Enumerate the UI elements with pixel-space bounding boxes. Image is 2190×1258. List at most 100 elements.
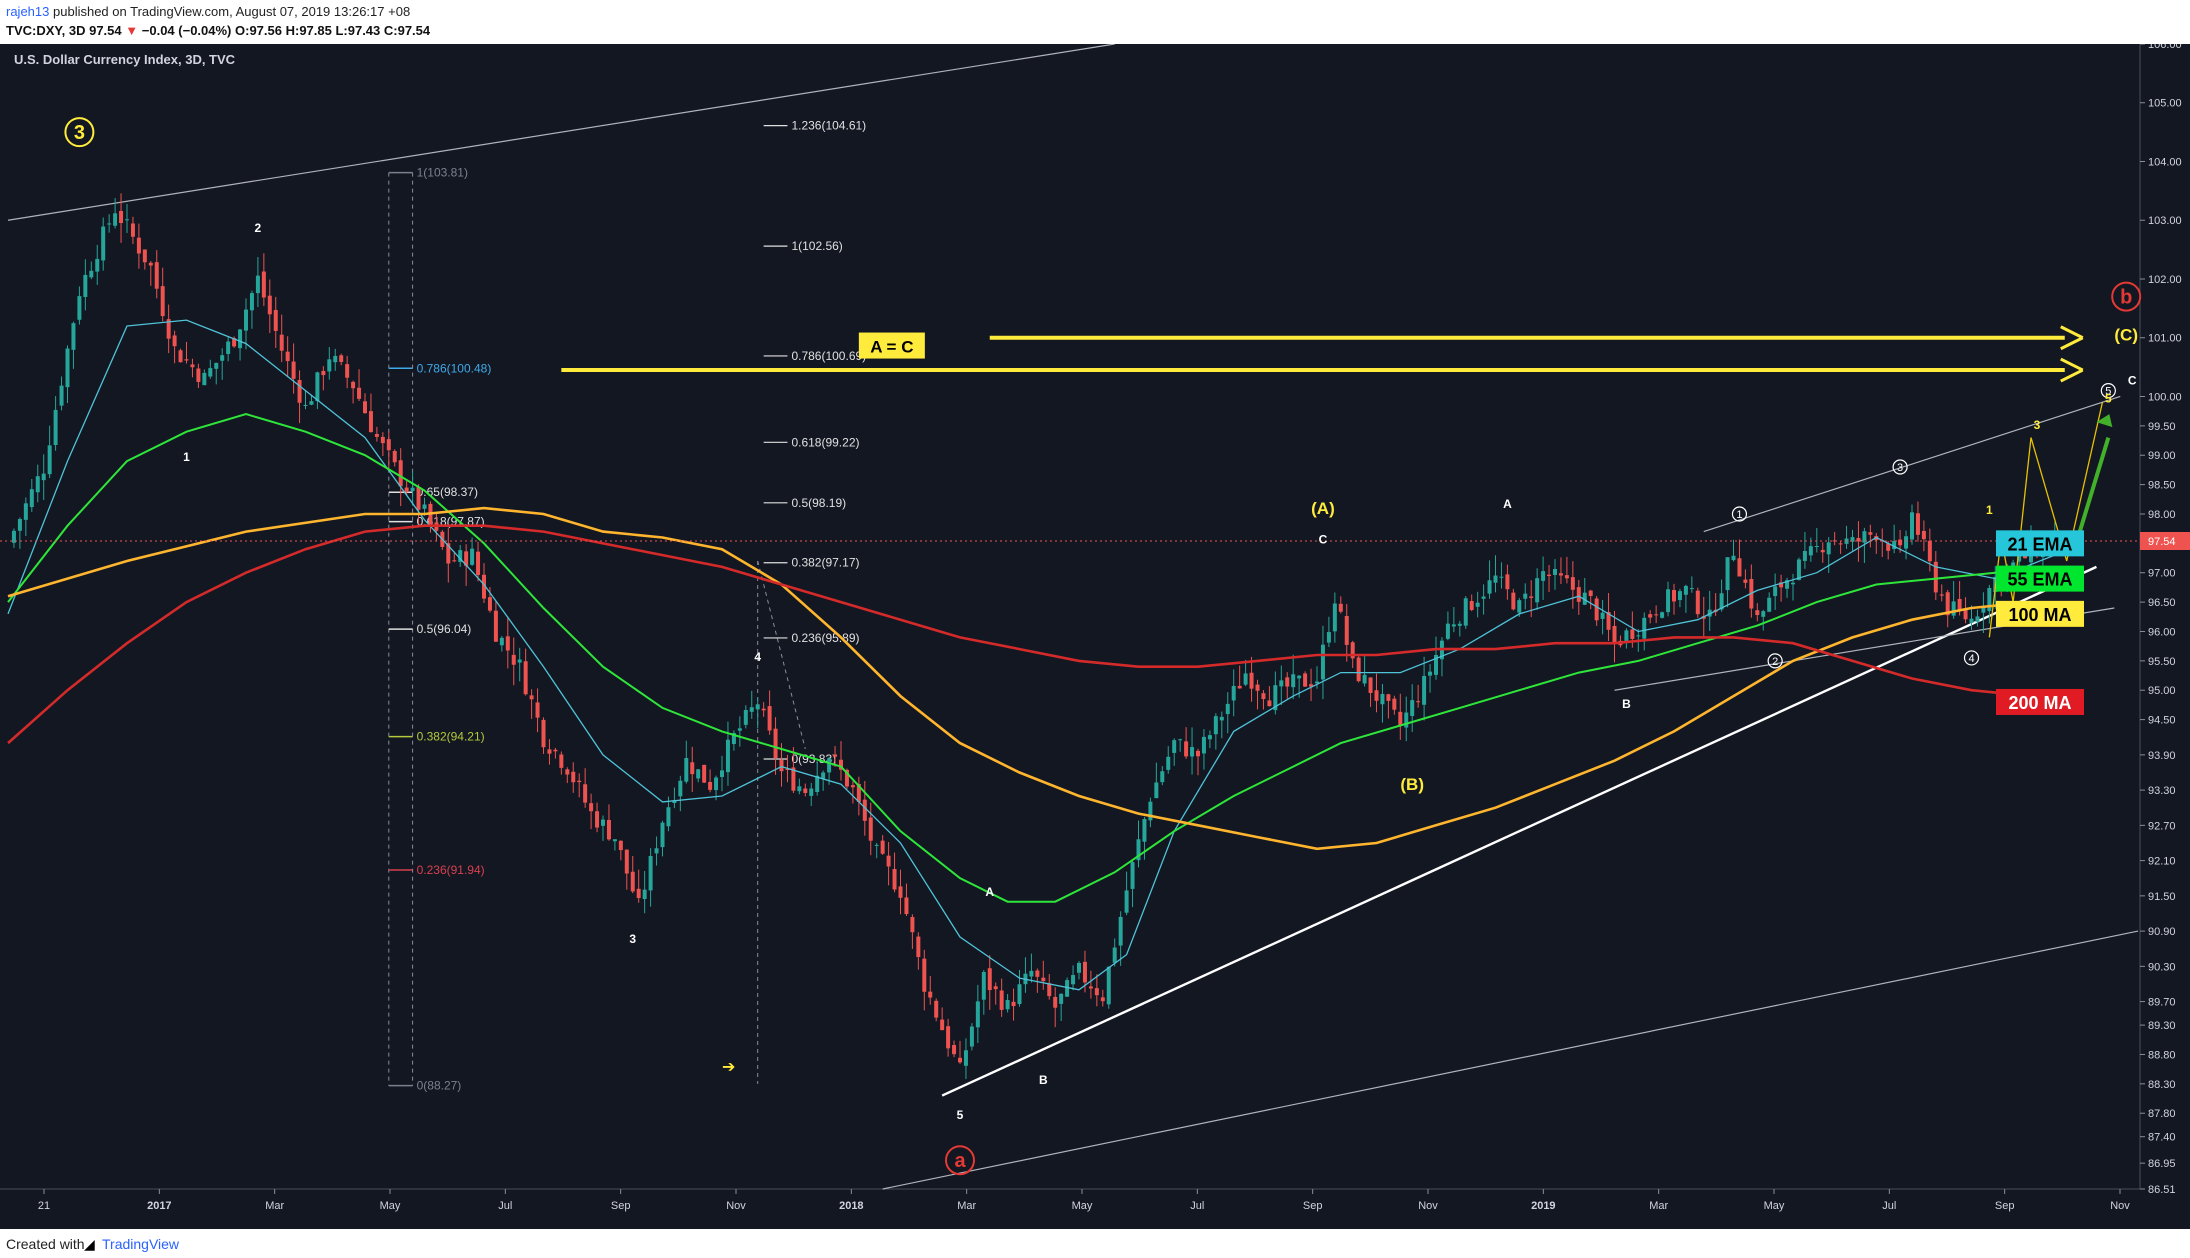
candle-body [1315, 681, 1319, 684]
candle-body [1743, 579, 1748, 583]
candle-body [571, 771, 576, 783]
candle-body [1082, 961, 1087, 983]
ohlc-values: O:97.56 H:97.85 L:97.43 C:97.54 [235, 23, 431, 38]
candle-body [226, 341, 231, 354]
candle-body [1969, 618, 1974, 623]
last-price-label: 97.54 [2148, 536, 2176, 548]
candle-body [1755, 610, 1760, 616]
candle-body [1065, 980, 1070, 997]
candle-body [886, 855, 891, 867]
legend-box [1996, 530, 2084, 557]
candle-body [1719, 593, 1724, 610]
candle-body [666, 807, 671, 827]
candle-body [1261, 693, 1266, 700]
candle-body [1862, 531, 1867, 543]
candle-body [785, 769, 790, 771]
candle-body [1963, 609, 1968, 620]
fib-level-label: 0.382(94.21) [417, 730, 485, 744]
candle-body [1320, 644, 1325, 680]
candle-body [1190, 747, 1195, 757]
candle-body [827, 758, 832, 773]
candle-body [184, 359, 189, 361]
price-tick-label: 88.30 [2148, 1079, 2176, 1091]
candle-body [934, 1000, 939, 1018]
time-tick-label: May [1072, 1200, 1093, 1212]
price-tick-label: 98.00 [2148, 509, 2176, 521]
candle-body [166, 319, 171, 339]
candle-body [1838, 543, 1843, 545]
price-tick-label: 93.30 [2148, 785, 2176, 797]
candle-body [392, 450, 397, 463]
candle-body [583, 784, 588, 803]
candle-body [1404, 712, 1409, 728]
candle-body [815, 775, 820, 792]
candle-body [1731, 555, 1736, 561]
wave-label: (A) [1311, 499, 1335, 518]
wave-label: 3 [74, 122, 85, 144]
candle-body [868, 817, 873, 841]
candle-body [1802, 551, 1807, 561]
candle-body [803, 788, 808, 793]
time-tick-label: Mar [957, 1200, 976, 1212]
tradingview-brand[interactable]: TradingView [102, 1236, 180, 1252]
candle-body [767, 706, 772, 731]
plot-background [0, 44, 2140, 1189]
candle-body [83, 274, 88, 297]
candle-body [1737, 558, 1742, 577]
wave-label: 2 [1772, 656, 1778, 668]
candle-body [672, 800, 677, 804]
candle-body [1368, 677, 1373, 693]
candle-body [809, 788, 814, 796]
wave-circle [1892, 459, 1908, 475]
legend-label: 55 EMA [2007, 570, 2072, 590]
fib-level-label: 0(88.27) [417, 1079, 462, 1093]
candle-body [565, 769, 570, 775]
candle-body [142, 249, 147, 263]
candle-body [339, 355, 344, 362]
fib-level-label: 0.5(98.19) [791, 496, 846, 510]
candle-body [249, 293, 254, 311]
candle-body [1987, 588, 1992, 612]
candle-body [904, 897, 909, 915]
candle-body [1118, 916, 1123, 946]
candle-body [761, 708, 766, 711]
candle-body [999, 990, 1004, 1010]
candle-body [720, 770, 724, 777]
ac-callout-text: A = C [870, 338, 913, 357]
time-tick-label: Nov [1418, 1200, 1438, 1212]
fib-level-label: 0.786(100.48) [417, 361, 492, 375]
price-chart[interactable]: U.S. Dollar Currency Index, 3D, TVC 106.0… [0, 39, 2190, 1229]
candle-body [1094, 988, 1099, 996]
wave-label: 2 [255, 221, 262, 235]
wave-label: a [954, 1150, 966, 1172]
legend-label: 200 MA [2008, 693, 2071, 713]
legend-label: 21 EMA [2007, 534, 2072, 554]
time-tick-label: Jul [1882, 1200, 1896, 1212]
chart-area[interactable]: U.S. Dollar Currency Index, 3D, TVC 106.0… [0, 39, 2190, 1229]
candle-body [244, 309, 248, 331]
candle-body [779, 759, 784, 772]
candle-body [1570, 577, 1575, 590]
price-tick-label: 100.00 [2148, 391, 2182, 403]
author-link[interactable]: rajeh13 [6, 4, 50, 19]
price-tick-label: 104.00 [2148, 156, 2182, 168]
candle-body [1921, 530, 1926, 540]
wave-label: 1 [183, 450, 190, 464]
publish-date: published on TradingView.com, August 07,… [53, 4, 411, 19]
candle-body [1612, 625, 1617, 643]
candle-body [202, 372, 207, 386]
trend-lines [7, 43, 2139, 1190]
candle-body [684, 757, 689, 782]
wave-circle [2100, 383, 2116, 399]
candle-body [898, 886, 903, 898]
candle-body [755, 704, 760, 710]
candle-body [77, 296, 82, 320]
candle-body [255, 275, 260, 294]
candle-body [1350, 642, 1355, 659]
time-tick-label: 2019 [1531, 1200, 1555, 1212]
wave-label: 5 [2105, 386, 2111, 398]
candle-body [1898, 539, 1903, 546]
time-tick-label: Mar [265, 1200, 284, 1212]
candle-body [458, 550, 463, 562]
